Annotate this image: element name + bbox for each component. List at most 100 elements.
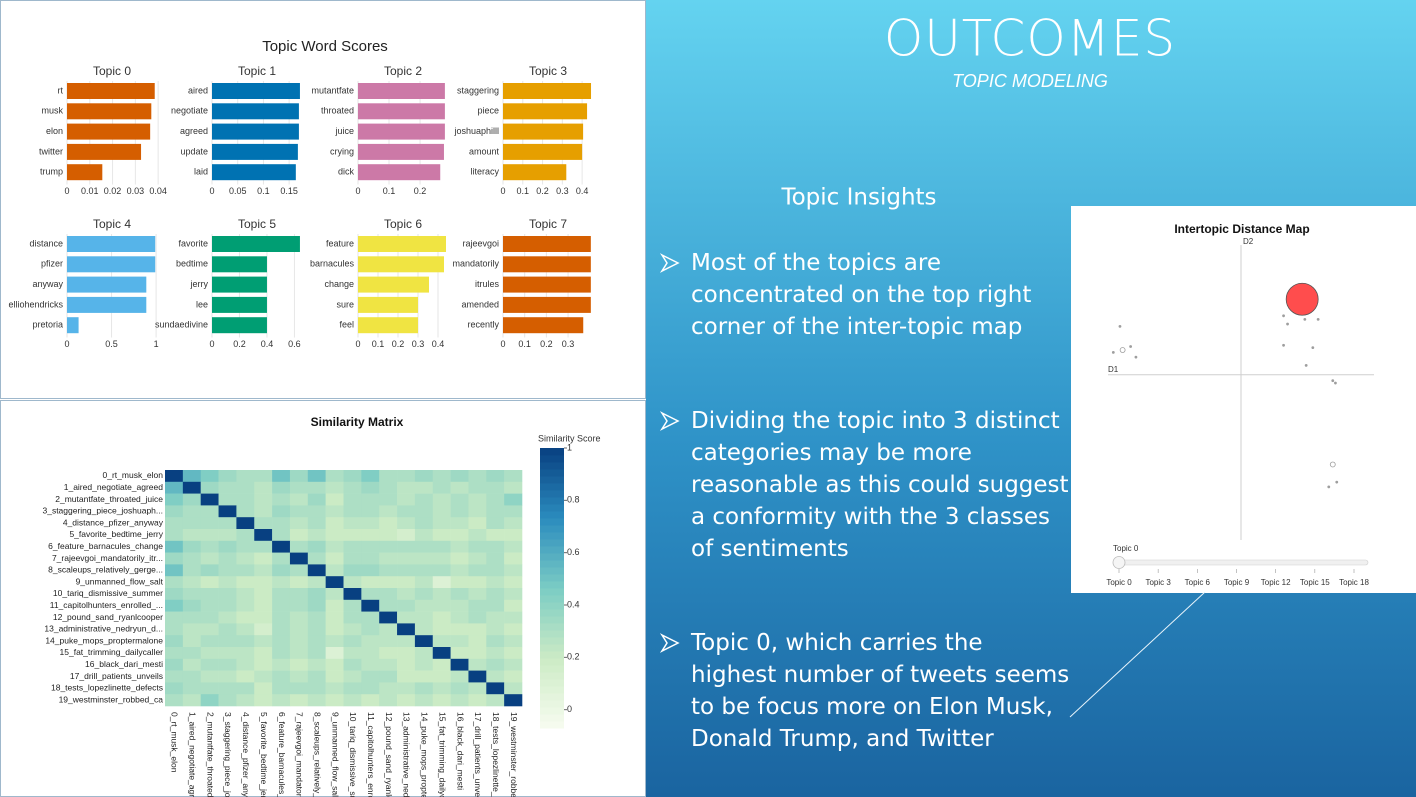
heatmap-cell [450,517,469,530]
heatmap-cell [218,611,237,624]
heatmap-cell [165,647,184,660]
heatmap-cell [468,647,487,660]
heatmap-cell [272,623,291,636]
heatmap-cell [289,564,309,577]
heatmap-cell [218,670,237,683]
heatmap-cell [254,470,273,483]
topic-bubble [1331,379,1335,383]
heatmap-cell [343,611,362,624]
y-tick-label: negotiate [171,106,208,116]
bullet-arrow [660,633,680,653]
bar [212,256,267,273]
heatmap-cell [343,635,362,648]
heatmap-cell [218,588,237,601]
heatmap-cell [325,611,344,624]
heatmap-cell [254,611,273,624]
topic-bubble [1335,480,1339,484]
topic-bubble [1327,485,1331,489]
y-tick-label: twitter [39,146,63,156]
heatmap-cell [486,552,505,565]
heatmap-cell [182,682,201,695]
x-tick-label: 0.3 [412,339,425,349]
heatmap-cell [432,635,451,648]
heatmap-cell [218,635,237,648]
heatmap-cell [450,588,469,601]
topic-bubble [1282,343,1285,347]
heatmap-cell [165,481,184,494]
x-tick-label: 0.1 [257,186,270,196]
topic-bubble [1316,317,1320,321]
x-tick-label: 0.5 [105,339,118,349]
y-tick-label: update [180,146,208,156]
heatmap-cell [272,576,291,589]
heatmap-cell [289,623,309,636]
heatmap-cell [361,576,380,589]
heatmap-cell [200,517,219,530]
heatmap-cell [200,611,219,624]
bar [212,236,300,252]
heatmap-cell [397,576,416,589]
bar [67,276,147,293]
bar [503,143,583,160]
heatmap-cell [504,599,523,612]
heatmap-cell [165,670,184,683]
heatmap-cell [361,635,380,648]
heatmap-cell [289,682,309,695]
heatmap-cell [361,481,380,494]
heatmap-cell [379,682,398,695]
heatmap-cell [379,588,398,601]
heatmap-cell [325,682,344,695]
bar [503,256,591,273]
heatmap-cell [504,588,523,601]
heatmap-cell [361,623,380,636]
heatmap-cell [343,682,362,695]
heatmap-cell [200,576,219,589]
heatmap-cell [504,658,523,671]
y-tick-label: anyway [32,279,63,289]
heatmap-cell [307,670,326,683]
heatmap-cell [468,517,487,530]
x-tick-label: 0.1 [518,339,531,349]
heatmap-cell [504,552,523,565]
colorbar-segment [540,686,564,694]
colorbar-segment [540,567,564,575]
heatmap-cell [379,658,398,671]
heatmap-cell [504,694,523,707]
heatmap-cell [165,599,184,612]
x-tick-label: 0.2 [392,339,405,349]
heatmap-cell [182,599,201,612]
heatmap-cell [289,505,309,518]
colorbar-tick-label: 0.2 [567,652,580,662]
colorbar-segment [540,693,564,701]
y-tick-label: 7_rajeevgoi_mandatorily_itr... [52,553,163,563]
heatmap-cell [289,611,309,624]
heatmap-cell [504,481,523,494]
heatmap-cell [468,564,487,577]
heatmap-cell [468,611,487,624]
bar [358,123,445,140]
heatmap-cell [200,682,219,695]
heatmap-cell [379,529,398,542]
heatmap-cell [307,599,326,612]
heatmap-cell [289,529,309,542]
heatmap-cell [414,552,434,565]
x-tick-label: 0.4 [432,339,445,349]
heatmap-cell [236,564,255,577]
heatmap-cell [307,611,326,624]
heatmap-cell [236,623,255,636]
heatmap-cell [236,529,255,542]
y-tick-label: elon [46,126,63,136]
heatmap-cell [307,505,326,518]
heatmap-cell [397,517,416,530]
heatmap-cell [165,529,184,542]
heatmap-cell [468,529,487,542]
bar [503,236,591,252]
bar [67,256,156,273]
heatmap-cell [200,588,219,601]
heatmap-cell [200,540,219,553]
heatmap-cell [432,599,451,612]
heatmap-cell [218,517,237,530]
y-tick-label: favorite [178,238,208,248]
x-tick-label: 3_staggering_piece_joshuaph... [223,712,233,797]
x-tick-label: 0.03 [127,186,145,196]
